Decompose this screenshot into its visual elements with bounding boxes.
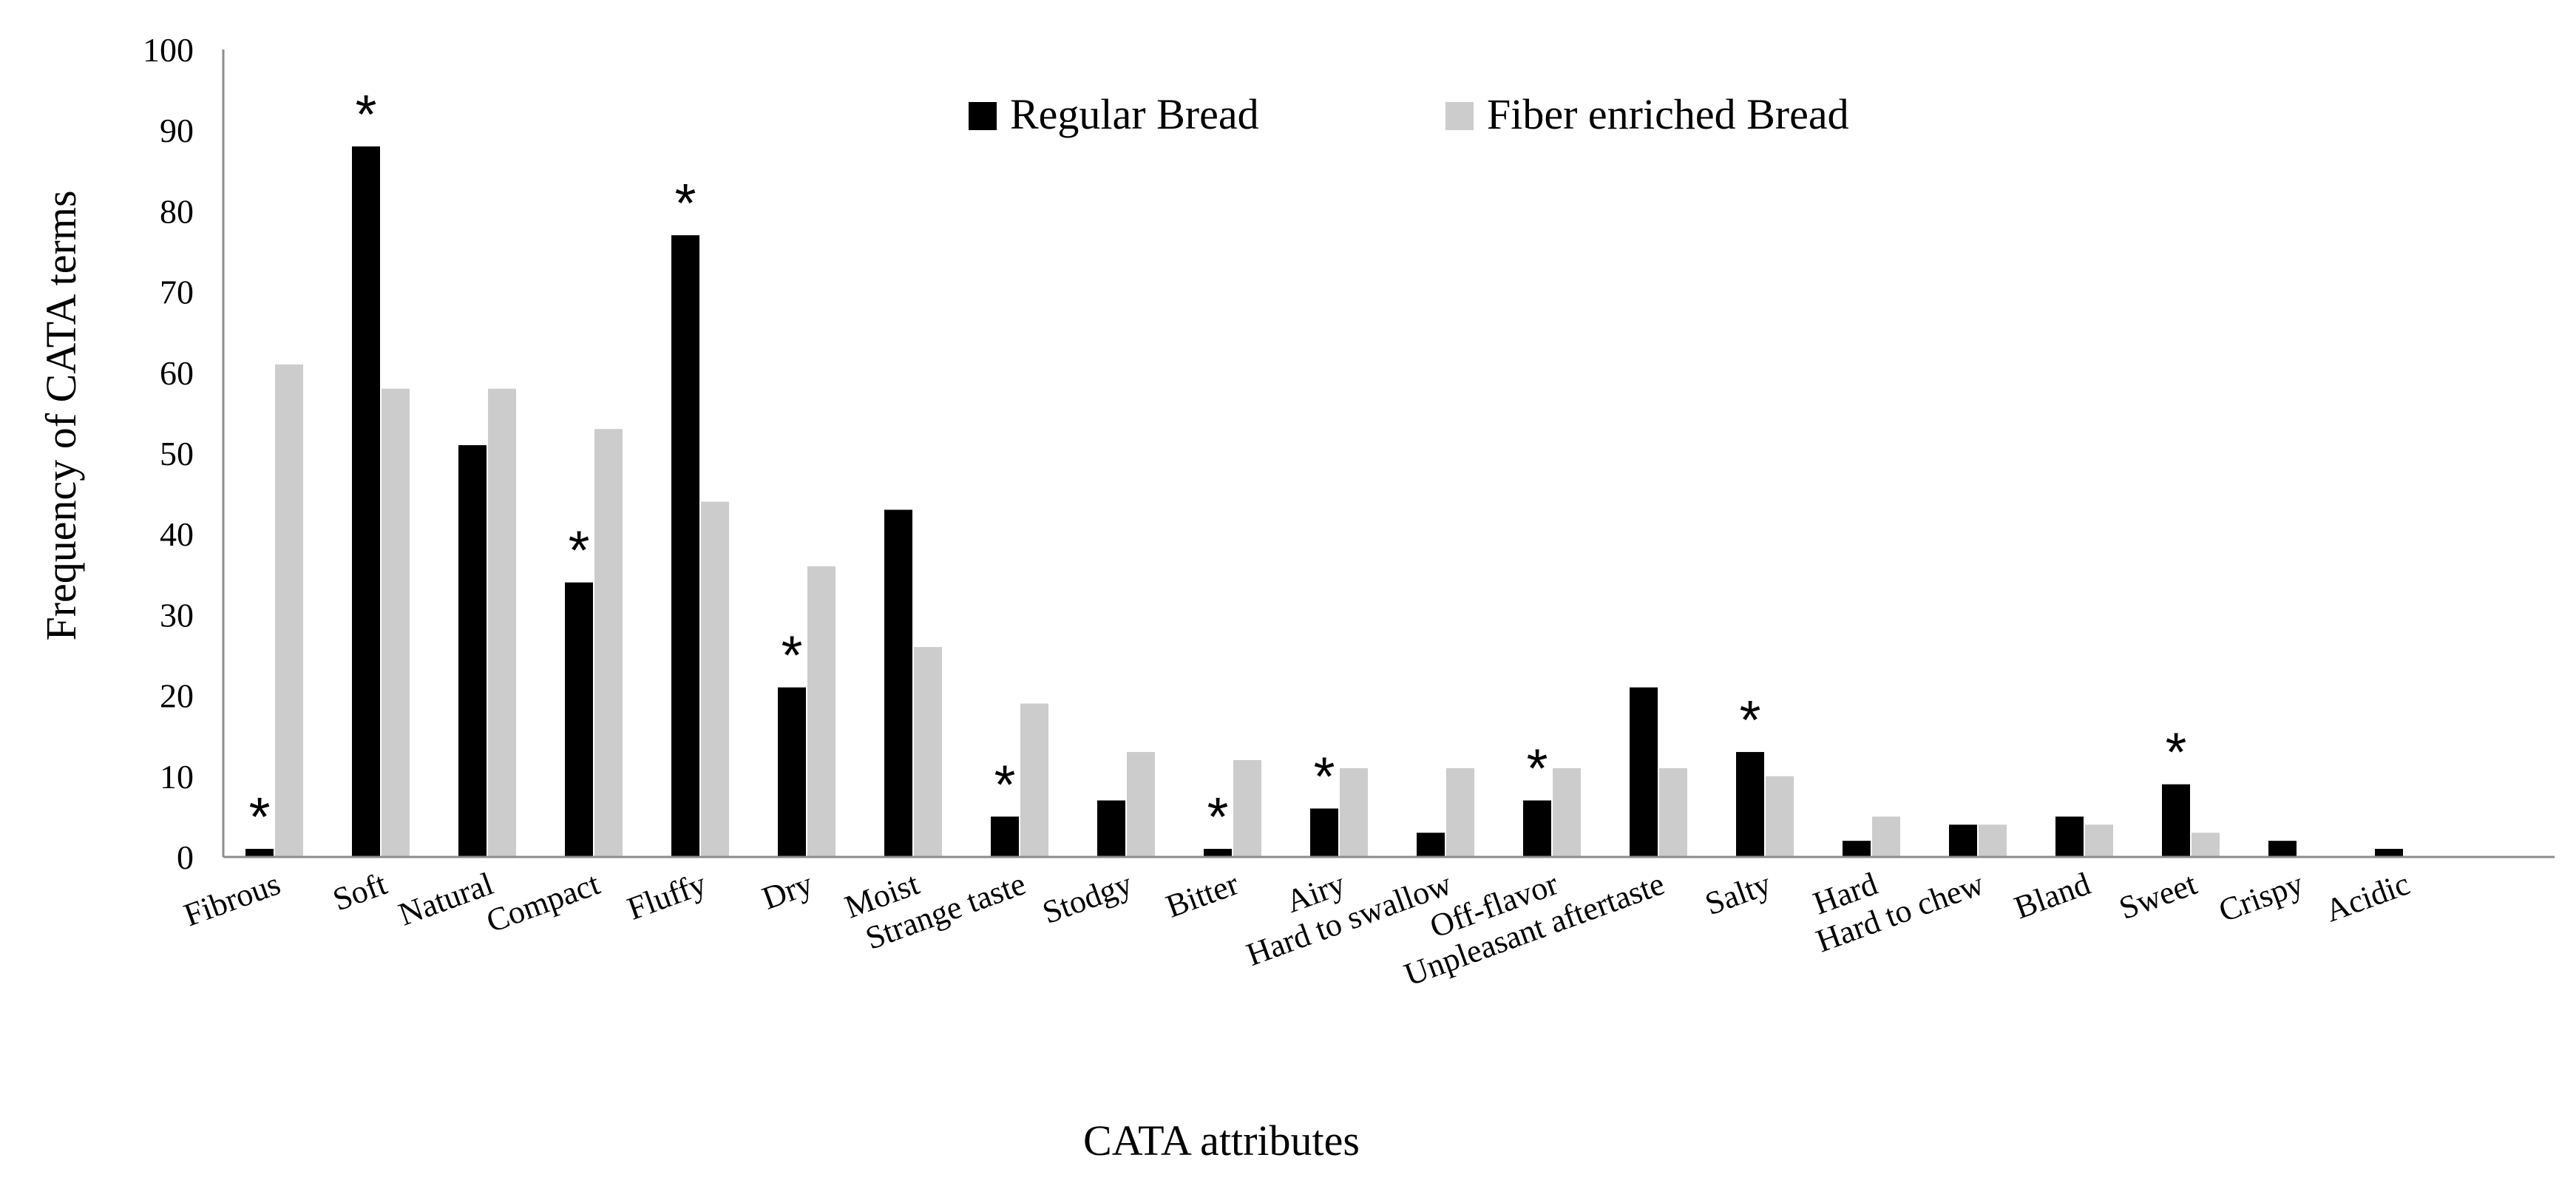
significance-star: * [1527,738,1548,799]
y-axis-ticks: 0 10 20 30 40 50 60 70 80 90 100 [143,31,194,876]
significance-star: * [249,786,271,847]
x-tick-label: Bitter [1162,865,1244,924]
y-tick-label: 30 [160,596,194,634]
y-tick-label: 60 [160,354,194,392]
significance-star: * [2166,722,2187,783]
regular-bread-bar [778,687,806,857]
regular-bread-bar [1204,849,1232,857]
significance-star: * [1314,745,1335,807]
regular-bread-bar [1949,824,1977,857]
significance-star: * [782,625,803,686]
x-tick-label: Stodgy [1037,865,1136,931]
fiber-enriched-bread-bar [1979,824,2007,857]
regular-bread-bar [2055,816,2084,857]
regular-bread-bar [884,509,912,857]
fiber-enriched-bread-bar [488,388,516,857]
legend-swatch-regular [969,102,997,130]
regular-bread-bar [1736,752,1764,857]
x-tick-label: Bland [2010,865,2095,926]
fiber-enriched-bread-bar [594,429,623,857]
significance-star: * [1207,786,1229,847]
fiber-enriched-bread-bar [1766,776,1794,857]
y-tick-label: 70 [160,274,194,311]
significance-star: * [994,753,1016,815]
fiber-enriched-bread-bar [275,364,303,857]
significance-star: * [356,84,377,145]
fiber-enriched-bread-bar [1446,767,1474,857]
regular-bread-bar [565,582,593,857]
significance-markers: * * * * * * * * * * * [249,84,2187,847]
x-tick-label: Natural [394,865,498,932]
y-tick-label: 0 [177,838,194,876]
fiber-enriched-bread-bar [1340,767,1368,857]
fiber-enriched-bread-bar [701,501,729,857]
regular-bread-bar [1417,833,1445,857]
regular-bread-bar [2375,849,2403,857]
y-tick-label: 20 [160,677,194,715]
fiber-enriched-bread-bar [1872,816,1900,857]
regular-bread-bar [1843,841,1871,857]
x-tick-label: Crispy [2214,865,2308,929]
x-tick-label: Dry [757,865,817,916]
regular-bread-bar [2162,784,2190,857]
y-tick-label: 10 [160,758,194,796]
regular-bread-bar [671,235,699,857]
fiber-enriched-bread-bar [1553,767,1581,857]
fiber-enriched-bread-bar [382,388,410,857]
significance-star: * [569,520,590,581]
legend-swatch-fiber [1445,102,1474,130]
x-tick-label: Fibrous [179,865,285,933]
x-tick-label: Salty [1701,865,1776,922]
fiber-enriched-bread-bar [807,566,835,857]
regular-bread-bar [458,445,487,857]
x-tick-label: Compact [481,865,604,939]
y-tick-label: 100 [143,31,194,69]
legend-label-fiber: Fiber enriched Bread [1487,90,1849,138]
y-tick-label: 80 [160,192,194,230]
regular-bread-bar [1523,800,1551,857]
bars [245,146,2403,858]
fiber-enriched-bread-bar [2192,833,2220,857]
fiber-enriched-bread-bar [1659,767,1687,857]
y-tick-label: 90 [160,112,194,149]
regular-bread-bar [991,816,1019,857]
fiber-enriched-bread-bar [1233,759,1261,857]
regular-bread-bar [245,849,274,857]
regular-bread-bar [1310,808,1338,857]
regular-bread-bar [352,146,380,858]
fiber-enriched-bread-bar [2085,824,2113,857]
fiber-enriched-bread-bar [1127,752,1155,857]
regular-bread-bar [1097,800,1125,857]
x-tick-label: Sweet [2115,865,2202,926]
fiber-enriched-bread-bar [914,647,942,857]
regular-bread-bar [2268,841,2297,857]
y-tick-label: 50 [160,435,194,472]
significance-star: * [1740,689,1761,750]
x-tick-label: Fluffy [623,865,711,926]
legend: Regular Bread Fiber enriched Bread [969,90,1849,138]
x-tick-label: Acidic [2320,865,2414,929]
y-tick-label: 40 [160,515,194,553]
significance-star: * [675,172,696,234]
x-axis-title: CATA attributes [1083,1116,1360,1165]
fiber-enriched-bread-bar [1020,703,1048,857]
x-tick-label: Soft [328,865,392,918]
regular-bread-bar [1630,687,1658,857]
y-axis-title: Frequency of CATA terms [37,190,85,640]
legend-label-regular: Regular Bread [1010,90,1259,138]
